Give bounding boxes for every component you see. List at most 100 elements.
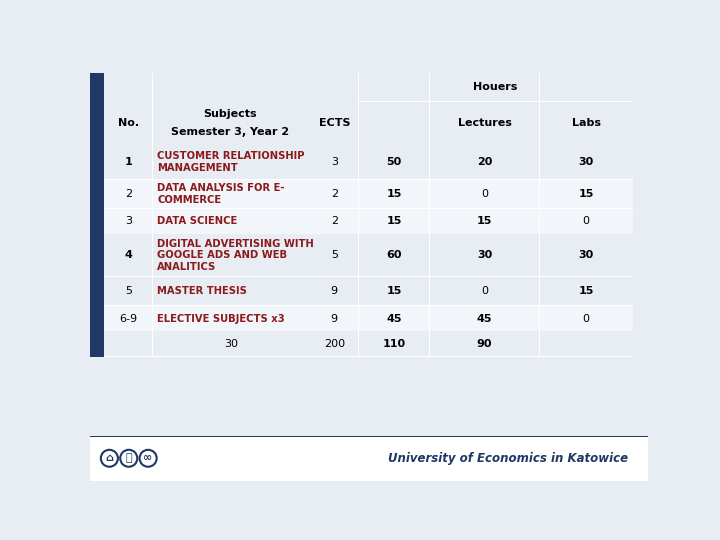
Text: ⌂: ⌂ [105,453,113,463]
Text: 30: 30 [477,251,492,260]
Bar [358,209,359,234]
Bar [358,234,359,276]
Text: Semester 3, Year 2: Semester 3, Year 2 [171,127,289,137]
Bar [358,72,359,144]
Text: 90: 90 [477,339,492,349]
Text: Houers: Houers [473,82,518,92]
Bar [104,144,632,145]
Text: MASTER THESIS: MASTER THESIS [157,286,247,296]
Bar [358,331,359,356]
Text: ECTS: ECTS [318,118,350,128]
Text: 🌐: 🌐 [125,453,132,463]
Text: 0: 0 [582,217,590,226]
Bar [358,276,359,306]
Bar [104,234,632,276]
Text: 0: 0 [582,314,590,323]
Text: 3: 3 [125,217,132,226]
Text: Lectures: Lectures [457,118,511,128]
Text: 15: 15 [386,286,402,296]
Bar [104,331,632,332]
Bar [152,306,153,331]
Text: 9: 9 [330,286,338,296]
Bar [104,208,632,209]
Text: CUSTOMER RELATIONSHIP
MANAGEMENT: CUSTOMER RELATIONSHIP MANAGEMENT [157,151,305,173]
Text: 30: 30 [578,251,594,260]
Text: DIGITAL ADVERTISING WITH
GOOGLE ADS AND WEB
ANALITICS: DIGITAL ADVERTISING WITH GOOGLE ADS AND … [157,239,314,272]
Text: 15: 15 [578,286,594,296]
Bar [539,209,540,234]
Text: 15: 15 [477,217,492,226]
Bar [539,234,540,276]
Bar [104,144,632,179]
Text: DATA ANALYSIS FOR E-
COMMERCE: DATA ANALYSIS FOR E- COMMERCE [157,184,284,205]
Bar [152,276,153,306]
Text: 30: 30 [224,339,238,349]
Text: 50: 50 [387,157,402,167]
Text: 2: 2 [125,189,132,199]
Bar [539,179,540,209]
Bar [539,72,540,144]
Bar [104,179,632,180]
Bar [104,209,632,234]
Text: 2: 2 [330,189,338,199]
Text: 60: 60 [386,251,402,260]
Text: No.: No. [117,118,139,128]
Bar [104,356,632,357]
Text: 45: 45 [386,314,402,323]
Text: ELECTIVE SUBJECTS x3: ELECTIVE SUBJECTS x3 [157,314,285,323]
Bar [104,276,632,277]
Text: 15: 15 [578,189,594,199]
Text: 3: 3 [330,157,338,167]
Bar [104,179,632,209]
Bar [429,144,430,179]
Text: University of Economics in Katowice: University of Economics in Katowice [389,452,629,465]
Bar [90,436,648,481]
Text: ∞: ∞ [143,453,153,463]
Text: 20: 20 [477,157,492,167]
Text: 45: 45 [477,314,492,323]
Bar [429,72,430,144]
Bar [104,72,632,356]
Text: 15: 15 [386,189,402,199]
Text: 5: 5 [125,286,132,296]
Bar [539,331,540,356]
Bar [152,234,153,276]
Bar [429,234,430,276]
Text: 0: 0 [481,286,488,296]
Bar [358,306,359,331]
Bar [429,331,430,356]
Text: 110: 110 [382,339,405,349]
Text: DATA SCIENCE: DATA SCIENCE [157,217,238,226]
Bar [539,306,540,331]
Bar [104,276,632,306]
Bar [152,179,153,209]
Text: 200: 200 [324,339,345,349]
Bar [429,306,430,331]
Bar [429,209,430,234]
Text: 6-9: 6-9 [120,314,138,323]
Bar [152,331,153,356]
Text: 4: 4 [125,251,132,260]
Bar [429,179,430,209]
Text: Subjects: Subjects [203,109,256,119]
Text: 5: 5 [330,251,338,260]
Text: 30: 30 [578,157,594,167]
Text: 0: 0 [481,189,488,199]
Bar [90,72,104,356]
Bar [152,72,153,144]
Bar [358,144,359,179]
Bar [90,436,648,437]
Text: 9: 9 [330,314,338,323]
Text: 15: 15 [386,217,402,226]
Text: 1: 1 [125,157,132,167]
Bar [104,331,632,356]
Bar [539,276,540,306]
Bar [152,209,153,234]
Bar [358,179,359,209]
Text: Labs: Labs [572,118,600,128]
Bar [539,144,540,179]
Bar [104,306,632,331]
Text: 2: 2 [330,217,338,226]
Bar [429,276,430,306]
Bar [152,144,153,179]
